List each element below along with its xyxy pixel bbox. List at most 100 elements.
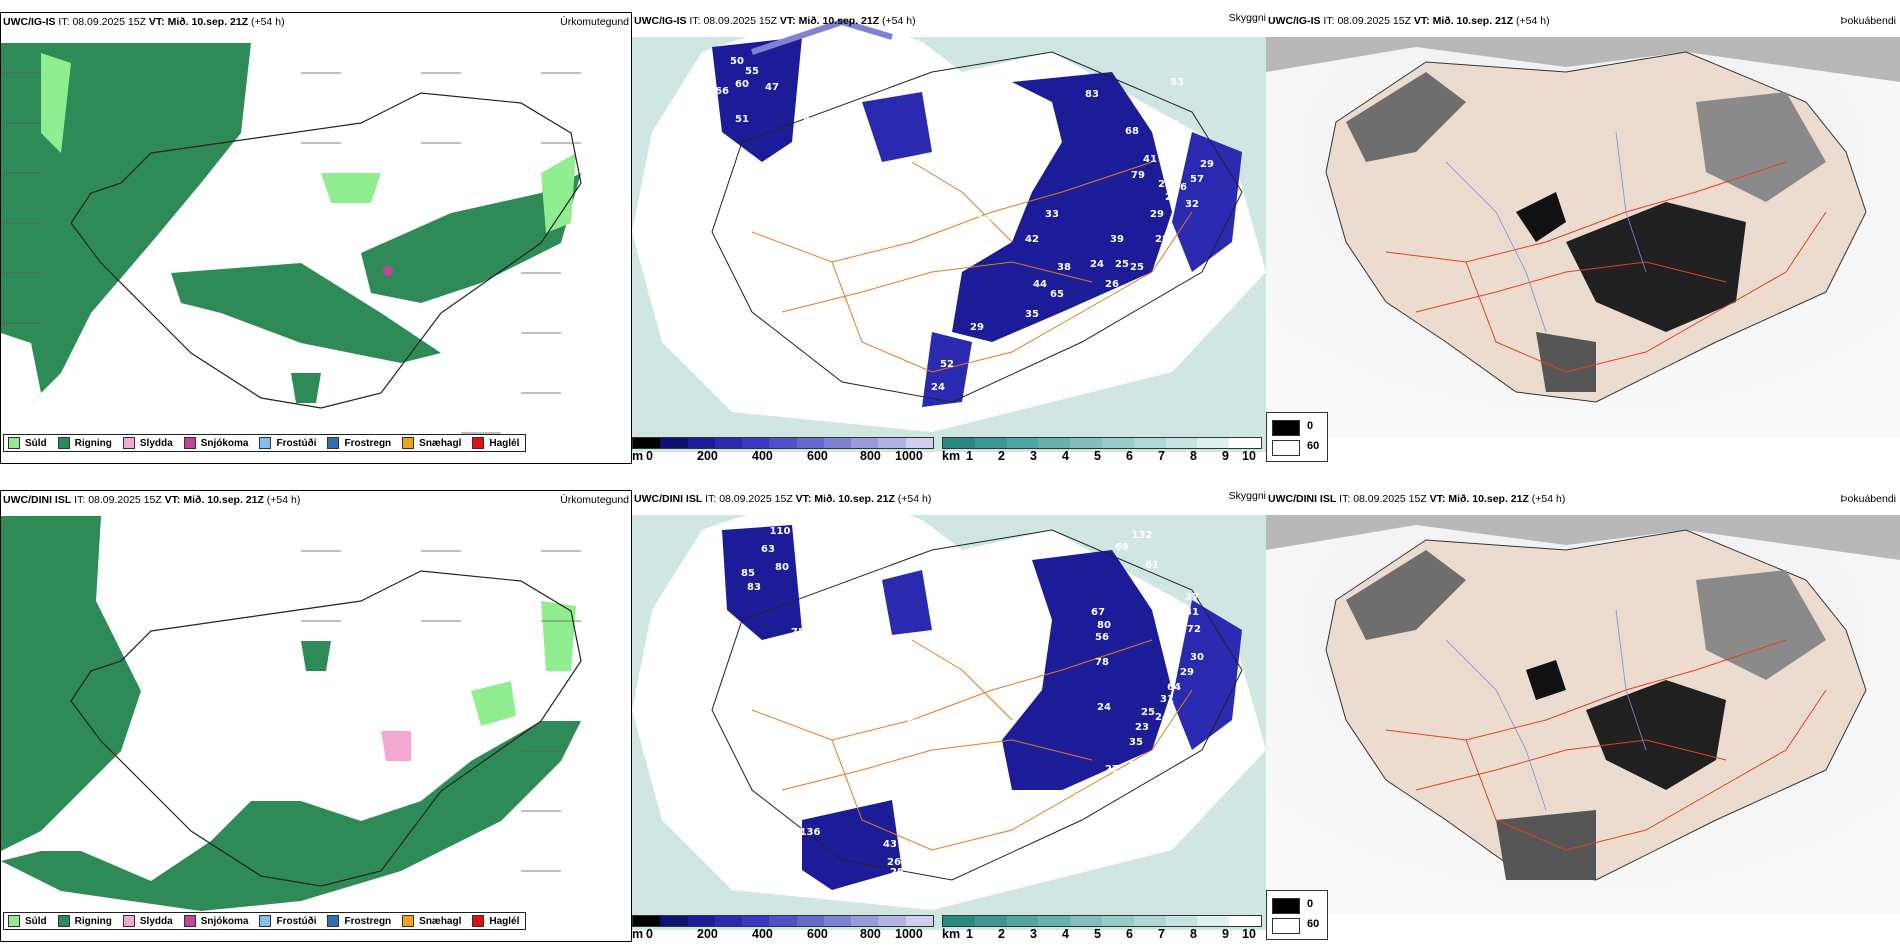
- cloudbase-value: 60: [735, 79, 749, 90]
- cloudbase-value: 57: [1190, 174, 1204, 185]
- cloudbase-value: 27: [1165, 192, 1179, 203]
- legend-item-rigning: Rigning: [57, 437, 112, 449]
- legend-item-slydda: Slydda: [122, 915, 173, 927]
- roads: [1385, 161, 1827, 373]
- fog-map-top: [1266, 37, 1900, 437]
- cloudbase-value: 17: [1063, 334, 1077, 345]
- init-time: 08.09.2025 15Z: [1353, 493, 1427, 505]
- cloudbase-value: 53: [1170, 77, 1184, 88]
- cloudbase-value: 23: [1135, 722, 1149, 733]
- lead-time: (+54 h): [1531, 493, 1566, 505]
- cloudbase-value: 30: [1190, 652, 1204, 663]
- fog-legend: 0 60: [1266, 890, 1328, 940]
- cloudbase-value: 67: [790, 162, 804, 173]
- legend-item-sud: Súld: [8, 915, 47, 927]
- height-colorbar: [632, 437, 934, 449]
- cloudbase-value: 37: [1185, 592, 1199, 603]
- cloudbase-value: 39: [1110, 234, 1124, 245]
- height-colorbar: [632, 915, 934, 927]
- cloudbase-value: 50: [730, 56, 744, 67]
- cloudbase-value: 31: [1185, 607, 1199, 618]
- cloudbase-value: 44: [965, 172, 979, 183]
- cloudbase-value: 60: [837, 717, 851, 728]
- rain-band: [361, 173, 581, 303]
- cloudbase-value: 147: [750, 514, 771, 525]
- cloudbase-value: 26: [887, 857, 901, 868]
- cloudbase-value: 79: [1131, 170, 1145, 181]
- cloudbase-value: 25: [1115, 259, 1129, 270]
- cloudbase-value: 39: [1143, 587, 1157, 598]
- legend-item-rigning: Rigning: [57, 915, 112, 927]
- cloudbase-value: 110: [770, 526, 791, 537]
- legend-item-sud: Súld: [8, 437, 47, 449]
- model-name: UWC/IG-IS: [3, 16, 56, 28]
- fog-heading: Þokuábendi: [1840, 15, 1896, 27]
- cloudbase-value: 37: [925, 804, 939, 815]
- precip-type-panel-bottom: UWC/DINI ISL IT: 08.09.2025 15Z VT: Mið.…: [0, 490, 632, 942]
- cloudbase-value: 86: [773, 186, 787, 197]
- rain-band: [171, 263, 441, 363]
- model-name: UWC/DINI ISL: [1268, 493, 1337, 505]
- cloudbase-value: 31: [915, 835, 929, 846]
- cloudbase-value: 24: [1097, 702, 1111, 713]
- cloudbase-value: 42: [1025, 234, 1039, 245]
- cloudbase-value: 26: [1105, 279, 1119, 290]
- legend-item-snjokoma: Snjókoma: [183, 915, 248, 927]
- cloudbase-value: 27: [1105, 764, 1119, 775]
- cloudbase-value: 36: [1165, 119, 1179, 130]
- legend-item-frostregn: Frostregn: [327, 437, 391, 449]
- cloudbase-value: 67: [907, 718, 921, 729]
- roads: [751, 161, 1193, 373]
- cloudbase-value: 80: [1097, 620, 1111, 631]
- low-cloud-area: [952, 72, 1172, 342]
- precip-heading: Úrkomutegund: [560, 16, 629, 28]
- legend-item-haglel: Haglél: [472, 915, 519, 927]
- cloudbase-value: 64: [1167, 682, 1181, 693]
- cloudbase-value: 21: [903, 827, 917, 838]
- cloudbase-value: 66: [715, 86, 729, 97]
- cloudbase-value: 67: [1091, 607, 1105, 618]
- cloudbase-value: 80: [775, 562, 789, 573]
- cloudbase-value: 56: [801, 614, 815, 625]
- fog-panel-bottom: UWC/DINI ISL IT: 08.09.2025 15Z VT: Mið.…: [1266, 490, 1900, 942]
- model-name: UWC/IG-IS: [634, 15, 687, 27]
- cloudbase-value: 25: [1130, 262, 1144, 273]
- cloudbase-value: 29: [970, 322, 984, 333]
- cloudbase-value: 44: [965, 134, 979, 145]
- legend-item-snaehagl: Snæhagl: [402, 437, 461, 449]
- cloudbase-value: 64: [908, 857, 922, 868]
- precip-heading: Úrkomutegund: [560, 494, 629, 506]
- visibility-colorbar: [942, 437, 1262, 449]
- precip-map-top: [1, 13, 631, 463]
- valid-time: Mið. 10.sep. 21Z: [814, 493, 895, 505]
- cloudbase-value: 35: [1025, 309, 1039, 320]
- cloudbase-value: 70: [855, 259, 869, 270]
- lead-time: (+54 h): [266, 494, 301, 506]
- cloudbase-value: 26: [1173, 182, 1187, 193]
- cloudbase-vis-panel-top: 50 55 60 47 66 51 53 67 48 86 48 70 46 38 44 44 51 139 42 3…: [632, 12, 1266, 464]
- iceland-coastline: [70, 92, 582, 409]
- cloudbase-value: 358: [770, 830, 791, 841]
- cloudbase-value: 82: [927, 772, 941, 783]
- cloudbase-value: 25: [1085, 311, 1099, 322]
- cloudbase-value: 85: [741, 568, 755, 579]
- lead-time: (+54 h): [251, 16, 285, 28]
- cloudbase-value: 38: [1057, 262, 1071, 273]
- vis-heading: Skyggni: [1228, 12, 1266, 24]
- legend-item-slydda: Slydda: [122, 437, 173, 449]
- vt-label: VT:: [148, 16, 165, 28]
- cloudbase-value: 75: [791, 627, 805, 638]
- valid-time: Mið. 10.sep. 21Z: [798, 15, 880, 27]
- precip-map-bottom: [1, 491, 631, 941]
- cloudbase-value: 49: [987, 342, 1001, 353]
- init-time: 08.09.2025 15Z: [703, 15, 777, 27]
- drizzle-area: [541, 153, 576, 233]
- cloudbase-value: 139: [977, 214, 998, 225]
- cloudbase-value: 33: [1045, 209, 1059, 220]
- cloudbase-value: 48: [815, 222, 829, 233]
- init-time: 08.09.2025 15Z: [719, 493, 793, 505]
